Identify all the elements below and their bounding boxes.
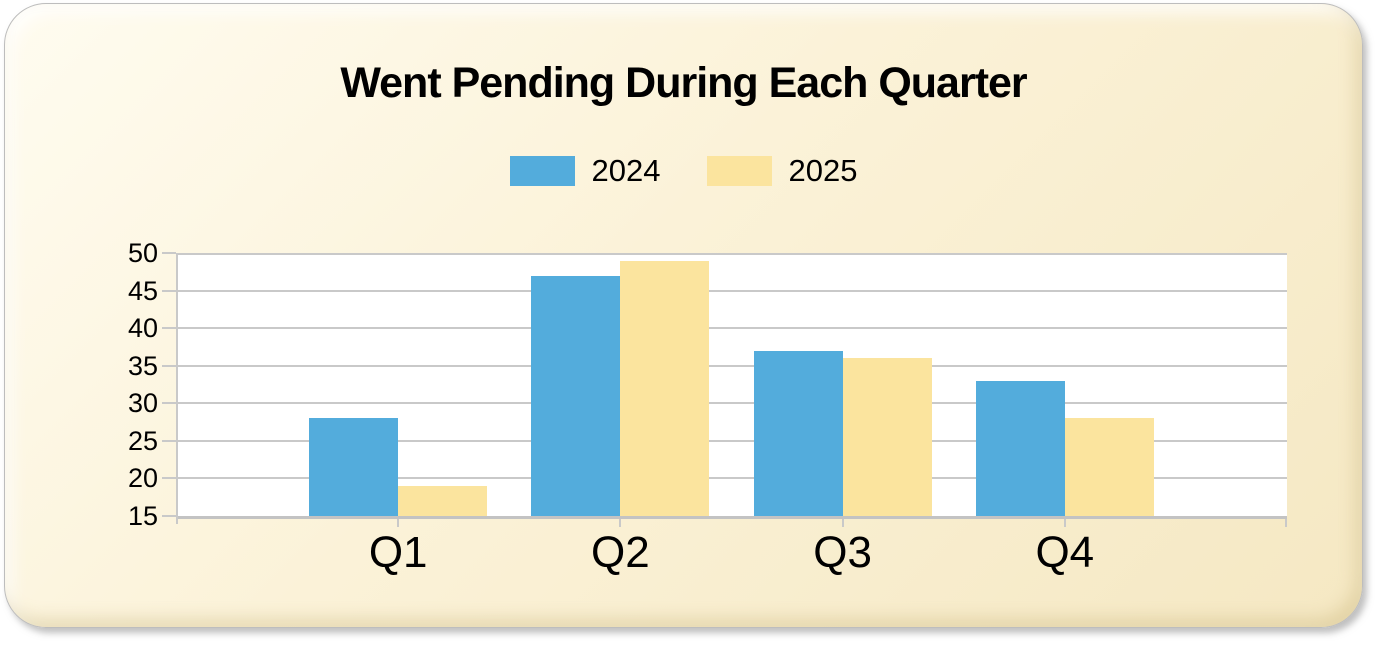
y-tick-label-15: 15 [127,501,158,531]
x-tick-label-Q1: Q1 [368,528,428,577]
bar-2025-Q3 [842,358,932,516]
x-tick-label-Q3: Q3 [813,528,872,577]
bar-2024-Q1 [309,418,399,516]
y-tick-40 [162,327,176,330]
gridline-50 [176,253,1287,255]
gridline-40 [176,327,1287,330]
x-axis-line [176,516,1287,519]
y-tick-label-35: 35 [127,351,158,381]
y-tick-label-45: 45 [127,276,158,306]
gridline-45 [176,289,1287,292]
x-tick-axis-end [1285,519,1287,527]
bar-2025-Q4 [1064,418,1154,516]
legend-swatch-2024-icon [509,156,575,186]
y-tick-20 [162,477,176,480]
bar-2025-Q2 [620,260,710,516]
x-tick-Q4 [1063,519,1066,527]
x-tick-Q3 [841,519,844,527]
legend-label-2024: 2024 [591,153,661,188]
x-axis-labels: Q1 Q2 Q3 Q4 [176,528,1287,584]
legend-swatch-2025-icon [706,156,772,186]
gridline-30 [176,402,1287,405]
bar-2024-Q3 [753,350,843,516]
y-tick-35 [162,364,176,367]
x-tick-label-Q4: Q4 [1035,528,1095,577]
y-axis-labels: 15 20 25 30 35 40 45 50 [43,240,158,530]
legend-label-2025: 2025 [788,153,858,188]
chart-title: Went Pending During Each Quarter [340,59,1027,107]
y-axis-line [176,253,178,524]
legend-entry-2024: 2024 [509,153,661,189]
gridline-35 [176,364,1287,367]
gridline-20 [176,477,1287,480]
y-tick-label-40: 40 [127,313,158,343]
y-tick-15 [162,515,176,517]
y-tick-50 [162,252,176,254]
y-tick-25 [162,439,176,442]
x-tick-label-Q2: Q2 [591,528,650,577]
legend-entry-2025: 2025 [706,153,858,189]
x-tick-Q2 [619,519,622,527]
chart-legend: 2024 2025 [5,153,1362,189]
bar-2025-Q1 [398,485,488,516]
bar-2024-Q4 [975,380,1065,516]
y-tick-label-30: 30 [127,388,158,418]
x-tick-Q1 [397,519,400,527]
y-tick-45 [162,289,176,292]
chart-card: Went Pending During Each Quarter 2024 20… [4,3,1363,628]
y-tick-label-50: 50 [127,238,158,268]
bar-2024-Q2 [531,275,621,516]
y-tick-label-20: 20 [127,463,158,493]
plot-area [162,252,1287,527]
gridline-25 [176,439,1287,442]
y-tick-30 [162,402,176,405]
y-tick-label-25: 25 [127,426,158,456]
